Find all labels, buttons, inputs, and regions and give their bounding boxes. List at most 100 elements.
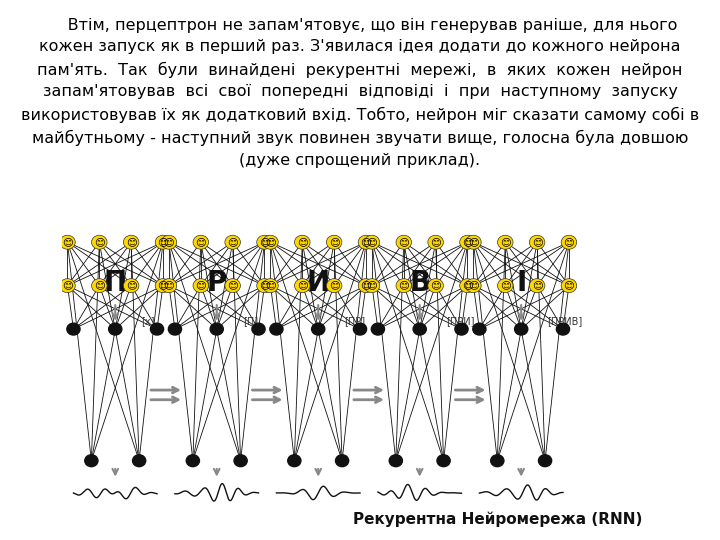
Circle shape — [257, 235, 272, 249]
Circle shape — [294, 279, 310, 293]
Circle shape — [210, 323, 223, 335]
Circle shape — [336, 455, 348, 467]
Circle shape — [473, 323, 486, 335]
Text: 😊: 😊 — [297, 237, 307, 247]
Text: 😊: 😊 — [430, 281, 441, 291]
Circle shape — [354, 323, 366, 335]
Text: П: П — [104, 269, 127, 297]
Text: 😊: 😊 — [297, 281, 307, 291]
Circle shape — [252, 323, 265, 335]
Circle shape — [161, 279, 176, 293]
Circle shape — [413, 323, 426, 335]
Circle shape — [123, 235, 139, 249]
Text: 😊: 😊 — [531, 237, 543, 247]
Circle shape — [359, 279, 374, 293]
Text: 😊: 😊 — [329, 281, 340, 291]
Text: 😊: 😊 — [158, 281, 168, 291]
Text: 😊: 😊 — [62, 237, 73, 247]
Circle shape — [561, 279, 577, 293]
Text: 😊: 😊 — [468, 237, 479, 247]
Text: И: И — [307, 269, 330, 297]
Text: [П]: [П] — [243, 316, 258, 326]
Circle shape — [561, 235, 577, 249]
Text: Рекурентна Нейромережа (RNN): Рекурентна Нейромережа (RNN) — [353, 511, 642, 527]
Circle shape — [396, 279, 412, 293]
Circle shape — [85, 455, 98, 467]
Text: 😊: 😊 — [366, 237, 377, 247]
Circle shape — [529, 279, 545, 293]
Circle shape — [270, 323, 283, 335]
Circle shape — [168, 323, 181, 335]
Circle shape — [91, 235, 107, 249]
Text: 😊: 😊 — [163, 281, 174, 291]
Text: Р: Р — [207, 269, 227, 297]
Text: 😊: 😊 — [500, 237, 510, 247]
Text: 😊: 😊 — [398, 237, 409, 247]
Circle shape — [225, 279, 240, 293]
Circle shape — [437, 455, 450, 467]
Circle shape — [263, 279, 278, 293]
Text: В: В — [409, 269, 431, 297]
Text: 😊: 😊 — [126, 281, 137, 291]
Circle shape — [428, 235, 444, 249]
Circle shape — [263, 235, 278, 249]
Circle shape — [193, 279, 209, 293]
Circle shape — [396, 235, 412, 249]
Circle shape — [91, 279, 107, 293]
Text: 😊: 😊 — [500, 281, 510, 291]
Text: 😊: 😊 — [366, 281, 377, 291]
Circle shape — [186, 455, 199, 467]
Circle shape — [60, 279, 76, 293]
Text: 😊: 😊 — [62, 281, 73, 291]
Text: 😊: 😊 — [195, 281, 206, 291]
Circle shape — [459, 279, 475, 293]
Circle shape — [156, 279, 171, 293]
Text: 😊: 😊 — [361, 237, 372, 247]
Circle shape — [491, 455, 504, 467]
Circle shape — [60, 235, 76, 249]
Circle shape — [466, 279, 481, 293]
Text: 😊: 😊 — [94, 281, 104, 291]
Text: [ПР]: [ПР] — [344, 316, 366, 326]
Circle shape — [459, 235, 475, 249]
Circle shape — [225, 235, 240, 249]
Text: 😊: 😊 — [259, 281, 270, 291]
Circle shape — [294, 235, 310, 249]
Text: 😊: 😊 — [462, 237, 473, 247]
Text: 😊: 😊 — [531, 281, 543, 291]
Text: І: І — [516, 269, 526, 297]
Text: [ПРИ]: [ПРИ] — [446, 316, 474, 326]
Circle shape — [257, 279, 272, 293]
Text: 😊: 😊 — [398, 281, 409, 291]
Text: [ПРИВ]: [ПРИВ] — [547, 316, 582, 326]
Circle shape — [312, 323, 325, 335]
Text: 😊: 😊 — [564, 237, 575, 247]
Circle shape — [132, 455, 145, 467]
Circle shape — [364, 235, 379, 249]
Circle shape — [515, 323, 528, 335]
Text: 😊: 😊 — [158, 237, 168, 247]
Text: 😊: 😊 — [163, 237, 174, 247]
Circle shape — [150, 323, 163, 335]
Circle shape — [161, 235, 176, 249]
Text: 😊: 😊 — [94, 237, 104, 247]
Circle shape — [156, 235, 171, 249]
Text: 😊: 😊 — [228, 281, 238, 291]
Circle shape — [372, 323, 384, 335]
Circle shape — [498, 279, 513, 293]
Text: 😊: 😊 — [195, 237, 206, 247]
Circle shape — [193, 235, 209, 249]
Text: 😊: 😊 — [462, 281, 473, 291]
Circle shape — [109, 323, 122, 335]
Circle shape — [539, 455, 552, 467]
Text: Втім, перцептрон не запам'ятовує, що він генерував раніше, для нього
кожен запус: Втім, перцептрон не запам'ятовує, що він… — [21, 17, 699, 167]
Circle shape — [455, 323, 468, 335]
Circle shape — [67, 323, 80, 335]
Text: 😊: 😊 — [259, 237, 270, 247]
Text: 😊: 😊 — [329, 237, 340, 247]
Circle shape — [288, 455, 301, 467]
Circle shape — [557, 323, 570, 335]
Text: 😊: 😊 — [126, 237, 137, 247]
Circle shape — [498, 235, 513, 249]
Text: [х]: [х] — [142, 316, 155, 326]
